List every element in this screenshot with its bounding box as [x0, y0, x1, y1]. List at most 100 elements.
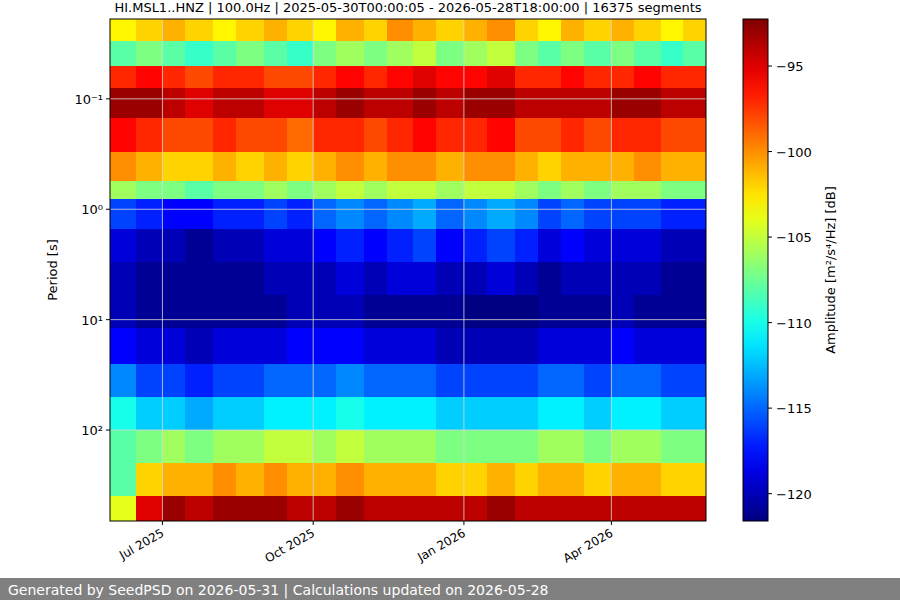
cell: [387, 364, 414, 398]
cell: [264, 397, 287, 431]
cell: [213, 118, 236, 152]
cell: [584, 66, 612, 89]
cell: [487, 152, 515, 182]
cell: [464, 199, 487, 230]
cell: [213, 430, 236, 464]
cell: [264, 430, 287, 464]
cell: [213, 229, 236, 263]
cell: [464, 41, 487, 66]
cell: [561, 364, 584, 398]
cell: [213, 152, 236, 182]
cell: [464, 295, 487, 329]
colorbar-tick: [768, 408, 772, 409]
cell: [661, 229, 684, 263]
cell: [487, 41, 515, 66]
cell: [313, 496, 336, 521]
cell: [413, 328, 436, 364]
cell: [313, 66, 336, 89]
cell: [264, 463, 287, 497]
cell: [213, 397, 236, 431]
cell: [464, 152, 487, 182]
cell: [436, 295, 464, 329]
cell: [162, 496, 185, 521]
cell: [611, 181, 634, 199]
cell: [634, 181, 661, 199]
cell: [413, 397, 436, 431]
cell: [162, 328, 185, 364]
cell: [464, 364, 487, 398]
cell: [487, 229, 515, 263]
cell: [185, 397, 213, 431]
cell: [364, 152, 387, 182]
cell: [561, 397, 584, 431]
cell: [236, 118, 264, 152]
cell: [213, 328, 236, 364]
cell: [185, 66, 213, 89]
cell: [413, 41, 436, 66]
cell: [584, 41, 612, 66]
cell: [236, 66, 264, 89]
cell: [264, 262, 287, 296]
cell: [661, 364, 684, 398]
cell: [413, 262, 436, 296]
cell: [634, 66, 661, 89]
cell: [538, 118, 561, 152]
cell: [584, 397, 612, 431]
grid-line: [463, 19, 464, 521]
cell: [464, 496, 487, 521]
cell: [185, 496, 213, 521]
cell: [287, 181, 314, 199]
cell: [611, 328, 634, 364]
cell: [264, 181, 287, 199]
cell: [287, 229, 314, 263]
cell: [110, 88, 137, 119]
cell: [661, 66, 684, 89]
cell: [683, 430, 706, 464]
cell: [236, 19, 264, 42]
cell: [634, 328, 661, 364]
cell: [584, 229, 612, 263]
cell: [683, 19, 706, 42]
cell: [185, 181, 213, 199]
cell: [213, 181, 236, 199]
cell: [136, 262, 163, 296]
cell: [364, 181, 387, 199]
cell: [313, 262, 336, 296]
cell: [487, 181, 515, 199]
cell: [264, 41, 287, 66]
cell: [436, 262, 464, 296]
cell: [313, 430, 336, 464]
plot-frame: [110, 19, 706, 521]
cell: [487, 88, 515, 119]
cell: [264, 19, 287, 42]
cell: [515, 152, 538, 182]
cell: [634, 19, 661, 42]
cell: [185, 463, 213, 497]
cell: [487, 397, 515, 431]
cell: [661, 118, 684, 152]
colorbar-tick: [768, 151, 772, 152]
cell: [136, 430, 163, 464]
cell: [387, 262, 414, 296]
cell: [264, 328, 287, 364]
cell: [515, 118, 538, 152]
cell: [487, 66, 515, 89]
cell: [213, 19, 236, 42]
cell: [110, 229, 137, 263]
cell: [313, 19, 336, 42]
cell: [236, 463, 264, 497]
cell: [236, 229, 264, 263]
cell: [387, 199, 414, 230]
cell: [213, 463, 236, 497]
cell: [364, 66, 387, 89]
cell: [538, 328, 561, 364]
cell: [611, 66, 634, 89]
cell: [611, 463, 634, 497]
x-tick-label: Jan 2026: [414, 526, 468, 565]
cell: [162, 397, 185, 431]
cell: [313, 229, 336, 263]
y-tick-label: 10⁻¹: [74, 92, 103, 107]
cell: [611, 229, 634, 263]
cell: [634, 199, 661, 230]
cell: [136, 88, 163, 119]
